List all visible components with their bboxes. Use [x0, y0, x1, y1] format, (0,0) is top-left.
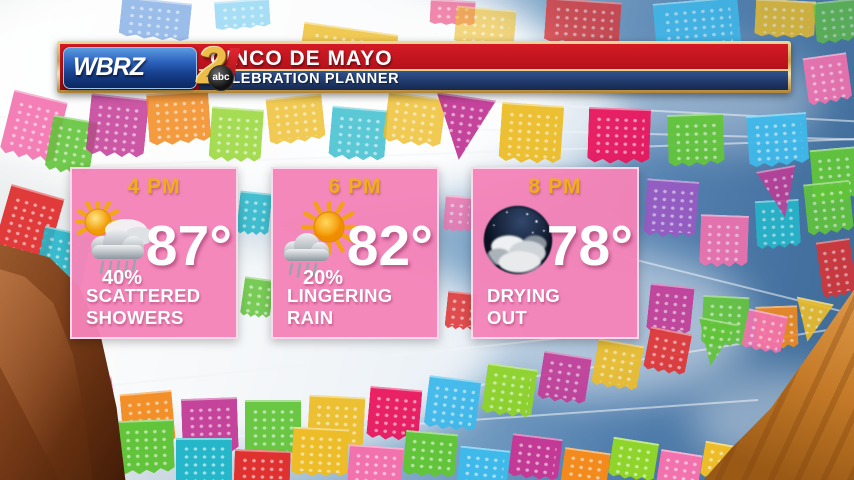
condition-label: LINGERING RAIN: [287, 284, 393, 328]
papel-picado-flag: [607, 437, 659, 480]
papel-picado-flag: [507, 433, 562, 480]
header-banner: CINCO DE MAYO CELEBRATION PLANNER WBRZ 2…: [57, 40, 791, 93]
forecast-time: 6 PM: [328, 175, 382, 198]
papel-picado-flag: [346, 444, 403, 480]
banner-subtitle: CELEBRATION PLANNER: [210, 71, 400, 87]
papel-picado-flag: [245, 400, 301, 456]
precip-chance: 40%: [102, 267, 143, 289]
forecast-time: 4 PM: [127, 175, 181, 198]
forecast-card-6pm: 6 PM 82° 20: [271, 167, 439, 339]
sun-with-rain-cloud-icon: [284, 201, 358, 279]
banner-title-bar: CINCO DE MAYO CELEBRATION PLANNER WBRZ 2…: [60, 40, 788, 92]
temperature: 82°: [346, 214, 433, 278]
forecast-card-4pm: 4 PM: [70, 167, 238, 339]
condition-label: SCATTERED SHOWERS: [86, 284, 201, 328]
banner-title: CINCO DE MAYO: [210, 47, 393, 70]
temperature: 87°: [145, 214, 232, 278]
papel-picado-flag: [402, 430, 458, 480]
condition-label: DRYING OUT: [487, 284, 561, 328]
station-call-letters: WBRZ: [73, 53, 145, 81]
papel-picado-flag: [233, 449, 291, 480]
wbrz-2-logo: WBRZ 2 abc: [63, 40, 241, 92]
cloudy-night-icon: [483, 205, 553, 275]
papel-picado-flag: [176, 438, 232, 480]
papel-picado-flag: [456, 446, 511, 480]
temperature: 78°: [546, 214, 633, 278]
forecast-card-8pm: 8 PM: [471, 167, 639, 339]
banner-subtitle-bar: [199, 69, 788, 90]
abc-network-logo: abc: [208, 65, 234, 91]
forecast-time: 8 PM: [528, 175, 582, 198]
sun-behind-rain-clouds-icon: [76, 201, 154, 279]
precip-chance: 20%: [303, 267, 344, 289]
papel-picado-flag: [291, 427, 350, 480]
